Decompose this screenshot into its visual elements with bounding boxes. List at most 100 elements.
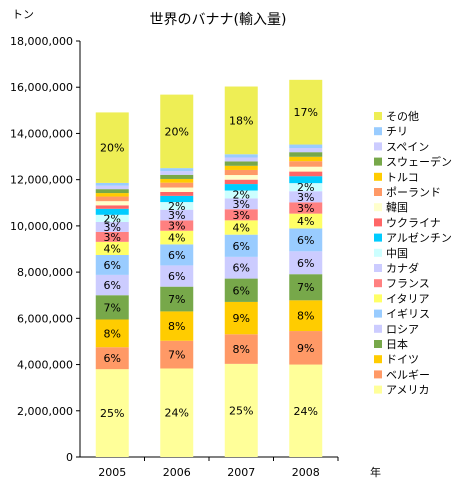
- bar-segment: [289, 364, 323, 457]
- legend-entry: ドイツ: [386, 353, 419, 366]
- bar-segment: [95, 221, 129, 232]
- data-label: 6%: [233, 262, 250, 275]
- y-tick-label: 16,000,000: [10, 81, 73, 94]
- data-label: 3%: [297, 191, 314, 204]
- bar-segment: [160, 286, 194, 312]
- data-label: 3%: [233, 198, 250, 211]
- bar-segment: [224, 169, 258, 176]
- bar-segment: [289, 202, 323, 214]
- bar-segment: [95, 347, 129, 370]
- bar-segment: [224, 165, 258, 170]
- data-label: 6%: [168, 270, 185, 283]
- bar-segment: [289, 166, 323, 172]
- legend-entry: スペイン: [386, 140, 429, 153]
- legend-entry: その他: [386, 110, 419, 123]
- bar-segment: [289, 144, 323, 149]
- bar-segment: [95, 241, 129, 256]
- y-tick-label: 2,000,000: [17, 405, 73, 418]
- legend-entry: カナダ: [386, 261, 419, 275]
- y-tick-label: 12,000,000: [10, 174, 73, 187]
- bar-segment: [95, 231, 129, 242]
- data-label: 6%: [104, 279, 121, 292]
- data-label: 3%: [104, 221, 121, 234]
- y-tick-label: 6,000,000: [17, 312, 73, 325]
- bar-segment: [160, 174, 194, 179]
- data-label: 6%: [104, 352, 121, 365]
- bar-segment: [289, 152, 323, 157]
- y-tick-label: 18,000,000: [10, 35, 73, 48]
- data-label: 2%: [104, 212, 121, 225]
- data-label: 25%: [100, 407, 124, 420]
- bar-segment: [95, 214, 129, 222]
- data-label: 3%: [104, 231, 121, 244]
- bar-segment: [224, 278, 258, 302]
- legend-entry: ウクライナ: [386, 216, 441, 229]
- legend-entry: イギリス: [386, 308, 430, 321]
- bar-segment: [160, 94, 194, 169]
- data-label: 20%: [100, 142, 124, 155]
- legend-entry: アルゼンチン: [386, 232, 452, 245]
- bar-segment: [224, 256, 258, 279]
- legend-entry: チリ: [386, 125, 408, 138]
- bar-segment: [95, 274, 129, 296]
- bar-segment: [224, 175, 258, 180]
- legend-swatch: [374, 385, 382, 394]
- bar-segment: [95, 369, 129, 457]
- data-label: 20%: [165, 125, 189, 138]
- data-label: 8%: [233, 343, 250, 356]
- data-label: 3%: [233, 209, 250, 222]
- x-tick-label: 2006: [163, 466, 191, 479]
- bar-segment: [289, 191, 323, 203]
- legend-swatch: [374, 248, 382, 257]
- bar-segment: [224, 190, 258, 199]
- bar-segment: [95, 319, 129, 348]
- bar-segment: [95, 295, 129, 320]
- data-label: 3%: [168, 209, 185, 222]
- data-label: 17%: [294, 106, 318, 119]
- legend-entry: 日本: [386, 337, 408, 351]
- legend: その他チリスペインスウェーデントルコポーランド韓国ウクライナアルゼンチン中国カナ…: [374, 110, 452, 397]
- legend-swatch: [374, 233, 382, 242]
- bar-segment: [95, 255, 129, 275]
- data-label: 2%: [297, 181, 314, 194]
- bar-segment: [160, 244, 194, 266]
- bar-segment: [95, 185, 129, 190]
- data-label: 9%: [297, 342, 314, 355]
- legend-swatch: [374, 127, 382, 136]
- legend-entry: スウェーデン: [386, 155, 452, 169]
- data-label: 7%: [297, 281, 314, 294]
- bar-segment: [289, 228, 323, 252]
- bar-segment: [160, 191, 194, 196]
- bar-segment: [224, 161, 258, 166]
- legend-swatch: [374, 142, 382, 151]
- bar-segment: [289, 300, 323, 332]
- y-tick-label: 8,000,000: [17, 266, 73, 279]
- y-tick-label: 4,000,000: [17, 359, 73, 372]
- bar-segment: [224, 86, 258, 155]
- bar-segment: [95, 193, 129, 197]
- bar-segment: [289, 156, 323, 162]
- bar-segment: [289, 79, 323, 145]
- legend-swatch: [374, 309, 382, 318]
- legend-entry: 中国: [386, 247, 408, 260]
- y-axis-unit-label: トン: [12, 8, 34, 21]
- bar-segment: [289, 148, 323, 153]
- bar-segment: [95, 201, 129, 206]
- data-label: 4%: [168, 232, 185, 245]
- bar-segment: [160, 230, 194, 245]
- bar-segment: [224, 301, 258, 335]
- bar-segment: [289, 274, 323, 301]
- bar-segment: [224, 234, 258, 257]
- bar-segment: [160, 202, 194, 210]
- data-label: 3%: [297, 202, 314, 215]
- bar-segment: [289, 176, 323, 184]
- bar-segment: [224, 363, 258, 457]
- x-tick-label: 2005: [98, 466, 126, 479]
- legend-entry: アメリカ: [386, 384, 429, 397]
- legend-entry: ベルギー: [386, 368, 430, 381]
- legend-entry: ポーランド: [386, 186, 441, 199]
- bar-segment: [224, 184, 258, 191]
- data-label: 7%: [104, 301, 121, 314]
- x-tick-label: 2008: [292, 466, 320, 479]
